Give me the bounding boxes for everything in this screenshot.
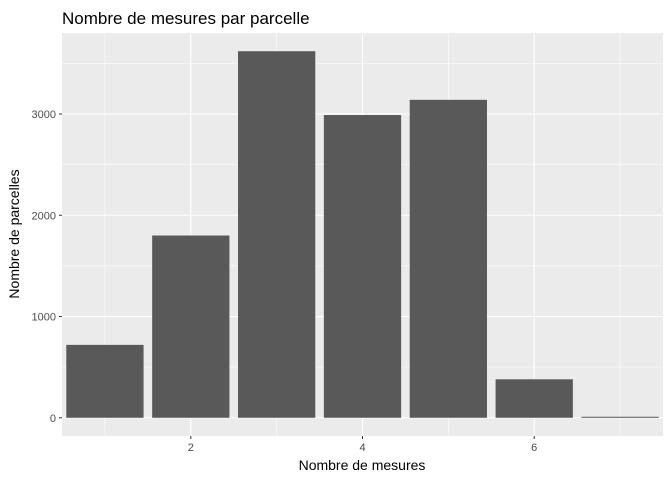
- y-axis: 0 1000 2000 3000: [32, 109, 62, 425]
- y-tick-label: 2000: [32, 210, 56, 222]
- bar: [323, 115, 402, 418]
- y-axis-title: Nombre de parcelles: [6, 169, 22, 298]
- bar: [66, 344, 144, 418]
- y-tick-label: 3000: [32, 109, 56, 121]
- bar: [409, 99, 487, 418]
- bars: [66, 51, 659, 418]
- bar: [238, 51, 316, 418]
- x-tick-label: 6: [531, 442, 537, 454]
- y-tick-label: 0: [50, 413, 56, 425]
- y-tick-label: 1000: [32, 312, 56, 324]
- bar: [581, 416, 659, 418]
- chart-title: Nombre de mesures par parcelle: [62, 9, 310, 28]
- x-axis: 2 4 6: [188, 436, 537, 454]
- x-axis-title: Nombre de mesures: [299, 457, 426, 473]
- x-tick-label: 2: [188, 442, 194, 454]
- x-tick-label: 4: [359, 442, 365, 454]
- bar: [495, 379, 573, 418]
- bar: [152, 235, 230, 418]
